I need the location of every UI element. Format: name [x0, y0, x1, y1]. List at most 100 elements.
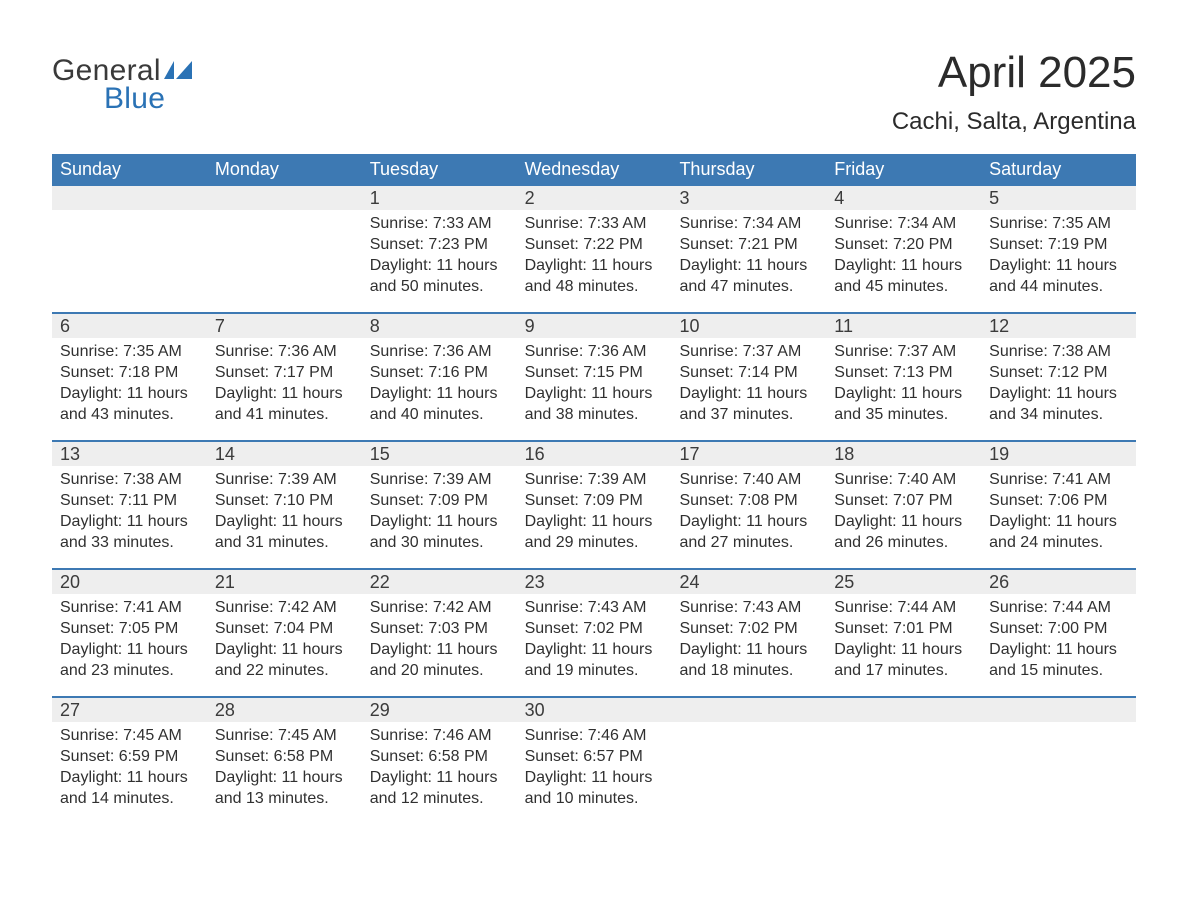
daylight-line2: and 50 minutes.	[370, 276, 511, 297]
daylight-line1: Daylight: 11 hours	[834, 639, 975, 660]
day-cell: 2Sunrise: 7:33 AMSunset: 7:22 PMDaylight…	[517, 186, 672, 312]
daylight-line1: Daylight: 11 hours	[370, 383, 511, 404]
day-cell	[981, 698, 1136, 824]
day-number-strip: 6	[52, 314, 207, 338]
day-header-cell: Tuesday	[362, 154, 517, 186]
sunset-text: Sunset: 7:06 PM	[989, 490, 1130, 511]
sunrise-text: Sunrise: 7:40 AM	[679, 469, 820, 490]
sunset-text: Sunset: 7:20 PM	[834, 234, 975, 255]
day-number-strip: 13	[52, 442, 207, 466]
daylight-line2: and 10 minutes.	[525, 788, 666, 809]
day-cell: 14Sunrise: 7:39 AMSunset: 7:10 PMDayligh…	[207, 442, 362, 568]
day-number-strip: 7	[207, 314, 362, 338]
daylight-line2: and 31 minutes.	[215, 532, 356, 553]
daylight-line1: Daylight: 11 hours	[989, 511, 1130, 532]
sunrise-text: Sunrise: 7:37 AM	[834, 341, 975, 362]
day-number: 22	[362, 572, 390, 593]
day-number-strip: 27	[52, 698, 207, 722]
day-cell: 30Sunrise: 7:46 AMSunset: 6:57 PMDayligh…	[517, 698, 672, 824]
day-body: Sunrise: 7:40 AMSunset: 7:07 PMDaylight:…	[826, 466, 981, 553]
week-row: 6 Sunrise: 7:35 AMSunset: 7:18 PM Daylight…	[52, 312, 1136, 440]
day-number-strip: 5	[981, 186, 1136, 210]
daylight-line2: and 23 minutes.	[60, 660, 201, 681]
sunrise-text: Sunrise: 7:44 AM	[989, 597, 1130, 618]
daylight-line1: Daylight: 11 hours	[989, 383, 1130, 404]
sunrise-text: Sunrise: 7:39 AM	[215, 469, 356, 490]
logo-text-blue: Blue	[104, 82, 192, 116]
day-number: 26	[981, 572, 1009, 593]
day-number: 20	[52, 572, 80, 593]
sunrise-text: Sunrise: 7:40 AM	[834, 469, 975, 490]
day-cell: 1Sunrise: 7:33 AMSunset: 7:23 PMDaylight…	[362, 186, 517, 312]
sunrise-text: Sunrise: 7:33 AM	[525, 213, 666, 234]
daylight-line2: and 44 minutes.	[989, 276, 1130, 297]
daylight-line1: Daylight: 11 hours	[215, 383, 356, 404]
day-cell: 6Sunrise: 7:35 AMSunset: 7:18 PMDaylight…	[52, 314, 207, 440]
day-number: 10	[671, 316, 699, 337]
day-number: 2	[517, 188, 535, 209]
day-body: Sunrise: 7:42 AMSunset: 7:03 PMDaylight:…	[362, 594, 517, 681]
day-body: Sunrise: 7:38 AMSunset: 7:11 PMDaylight:…	[52, 466, 207, 553]
sunrise-text: Sunrise: 7:36 AM	[525, 341, 666, 362]
day-body: Sunrise: 7:35 AMSunset: 7:19 PMDaylight:…	[981, 210, 1136, 297]
day-cell: 21Sunrise: 7:42 AMSunset: 7:04 PMDayligh…	[207, 570, 362, 696]
daylight-line2: and 30 minutes.	[370, 532, 511, 553]
day-cell: 5Sunrise: 7:35 AMSunset: 7:19 PMDaylight…	[981, 186, 1136, 312]
daylight-line1: Daylight: 11 hours	[989, 255, 1130, 276]
daylight-line2: and 17 minutes.	[834, 660, 975, 681]
daylight-line2: and 19 minutes.	[525, 660, 666, 681]
day-number: 17	[671, 444, 699, 465]
day-number: 16	[517, 444, 545, 465]
daylight-line2: and 34 minutes.	[989, 404, 1130, 425]
day-body: Sunrise: 7:43 AMSunset: 7:02 PMDaylight:…	[671, 594, 826, 681]
daylight-line1: Daylight: 11 hours	[370, 767, 511, 788]
day-number: 1	[362, 188, 380, 209]
day-body: Sunrise: 7:41 AMSunset: 7:06 PMDaylight:…	[981, 466, 1136, 553]
daylight-line1: Daylight: 11 hours	[679, 255, 820, 276]
sunset-text: Sunset: 7:18 PM	[60, 362, 201, 383]
day-number-strip: 25	[826, 570, 981, 594]
sunrise-text: Sunrise: 7:46 AM	[370, 725, 511, 746]
day-cell: 24Sunrise: 7:43 AMSunset: 7:02 PMDayligh…	[671, 570, 826, 696]
day-cell	[671, 698, 826, 824]
sunset-text: Sunset: 7:03 PM	[370, 618, 511, 639]
day-cell	[52, 186, 207, 312]
sunrise-text: Sunrise: 7:39 AM	[370, 469, 511, 490]
daylight-line2: and 27 minutes.	[679, 532, 820, 553]
day-number: 8	[362, 316, 380, 337]
sunset-text: Sunset: 7:11 PM	[60, 490, 201, 511]
day-number: 28	[207, 700, 235, 721]
day-number: 30	[517, 700, 545, 721]
day-number-strip: 19	[981, 442, 1136, 466]
day-cell: 9Sunrise: 7:36 AMSunset: 7:15 PMDaylight…	[517, 314, 672, 440]
sunrise-text: Sunrise: 7:35 AM	[989, 213, 1130, 234]
day-number-strip: 1	[362, 186, 517, 210]
day-number: 29	[362, 700, 390, 721]
day-cell: 11Sunrise: 7:37 AMSunset: 7:13 PMDayligh…	[826, 314, 981, 440]
day-number: 12	[981, 316, 1009, 337]
sunrise-text: Sunrise: 7:35 AM	[60, 341, 201, 362]
daylight-line2: and 20 minutes.	[370, 660, 511, 681]
day-number-strip: 15	[362, 442, 517, 466]
daylight-line1: Daylight: 11 hours	[834, 255, 975, 276]
sunrise-text: Sunrise: 7:38 AM	[60, 469, 201, 490]
day-body: Sunrise: 7:39 AMSunset: 7:09 PMDaylight:…	[362, 466, 517, 553]
daylight-line1: Daylight: 11 hours	[370, 639, 511, 660]
day-header-cell: Monday	[207, 154, 362, 186]
day-body: Sunrise: 7:45 AMSunset: 6:59 PMDaylight:…	[52, 722, 207, 809]
daylight-line1: Daylight: 11 hours	[60, 767, 201, 788]
week-row: 27Sunrise: 7:45 AMSunset: 6:59 PMDayligh…	[52, 696, 1136, 824]
daylight-line2: and 22 minutes.	[215, 660, 356, 681]
day-number: 11	[826, 316, 853, 337]
day-number-strip: 29	[362, 698, 517, 722]
day-cell: 23Sunrise: 7:43 AMSunset: 7:02 PMDayligh…	[517, 570, 672, 696]
week-row: 1Sunrise: 7:33 AMSunset: 7:23 PMDaylight…	[52, 186, 1136, 312]
day-number-strip	[826, 698, 981, 722]
daylight-line2: and 26 minutes.	[834, 532, 975, 553]
daylight-line2: and 45 minutes.	[834, 276, 975, 297]
daylight-line1: Daylight: 11 hours	[525, 639, 666, 660]
sunset-text: Sunset: 7:15 PM	[525, 362, 666, 383]
daylight-line1: Daylight: 11 hours	[525, 383, 666, 404]
daylight-line2: and 47 minutes.	[679, 276, 820, 297]
day-body: Sunrise: 7:33 AMSunset: 7:22 PMDaylight:…	[517, 210, 672, 297]
